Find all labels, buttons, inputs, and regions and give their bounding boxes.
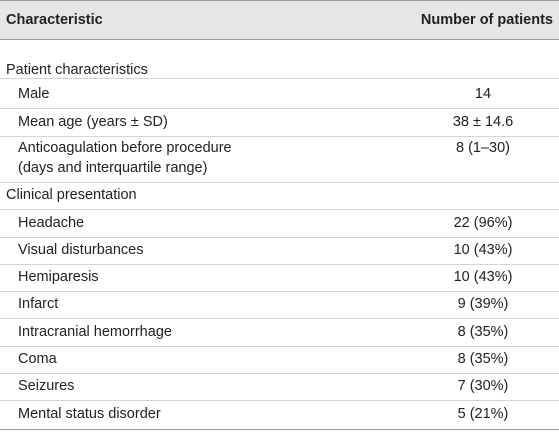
row-value: 5 (21%) xyxy=(457,406,509,422)
header-characteristic: Characteristic xyxy=(6,12,103,28)
section-row-clinical-presentation: Clinical presentation xyxy=(0,183,559,210)
table-row: Visual disturbances 10 (43%) xyxy=(0,238,559,265)
section-title: Patient characteristics xyxy=(6,62,148,78)
table-row: Infarct 9 (39%) xyxy=(0,292,559,319)
row-label: Hemiparesis xyxy=(18,269,99,285)
table-row: Coma 8 (35%) xyxy=(0,347,559,374)
table-row: Anticoagulation before procedure (days a… xyxy=(0,137,559,183)
row-label: Visual disturbances xyxy=(18,242,144,258)
table-row: Male 14 xyxy=(0,79,559,109)
section-title: Clinical presentation xyxy=(6,187,137,203)
section-row-patient-characteristics: Patient characteristics xyxy=(0,40,559,79)
row-value: 38 ± 14.6 xyxy=(452,114,514,130)
table-row: Mean age (years ± SD) 38 ± 14.6 xyxy=(0,109,559,137)
row-value: 8 (1–30) xyxy=(455,140,510,156)
table-row: Intracranial hemorrhage 8 (35%) xyxy=(0,319,559,347)
row-label-continued: (days and interquartile range) xyxy=(18,160,208,176)
row-label: Seizures xyxy=(18,378,75,394)
row-value: 7 (30%) xyxy=(457,378,509,394)
table-row: Hemiparesis 10 (43%) xyxy=(0,265,559,292)
row-value: 14 xyxy=(474,86,492,102)
header-number-of-patients: Number of patients xyxy=(420,12,553,28)
table-row: Seizures 7 (30%) xyxy=(0,374,559,401)
row-value: 9 (39%) xyxy=(457,296,509,312)
row-value: 10 (43%) xyxy=(453,242,513,258)
row-value: 10 (43%) xyxy=(453,269,513,285)
row-label: Mean age (years ± SD) xyxy=(18,114,168,130)
row-value: 8 (35%) xyxy=(457,351,509,367)
row-label: Male xyxy=(18,86,50,102)
row-value: 8 (35%) xyxy=(457,324,509,340)
row-label: Anticoagulation before procedure xyxy=(18,140,232,156)
row-label: Headache xyxy=(18,215,85,231)
row-value: 22 (96%) xyxy=(453,215,513,231)
row-label: Mental status disorder xyxy=(18,406,161,422)
row-label: Coma xyxy=(18,351,57,367)
table-header: Characteristic Number of patients xyxy=(0,0,559,40)
row-label: Intracranial hemorrhage xyxy=(18,324,172,340)
row-label: Infarct xyxy=(18,296,59,312)
table-row: Mental status disorder 5 (21%) xyxy=(0,401,559,430)
table-row: Headache 22 (96%) xyxy=(0,210,559,238)
